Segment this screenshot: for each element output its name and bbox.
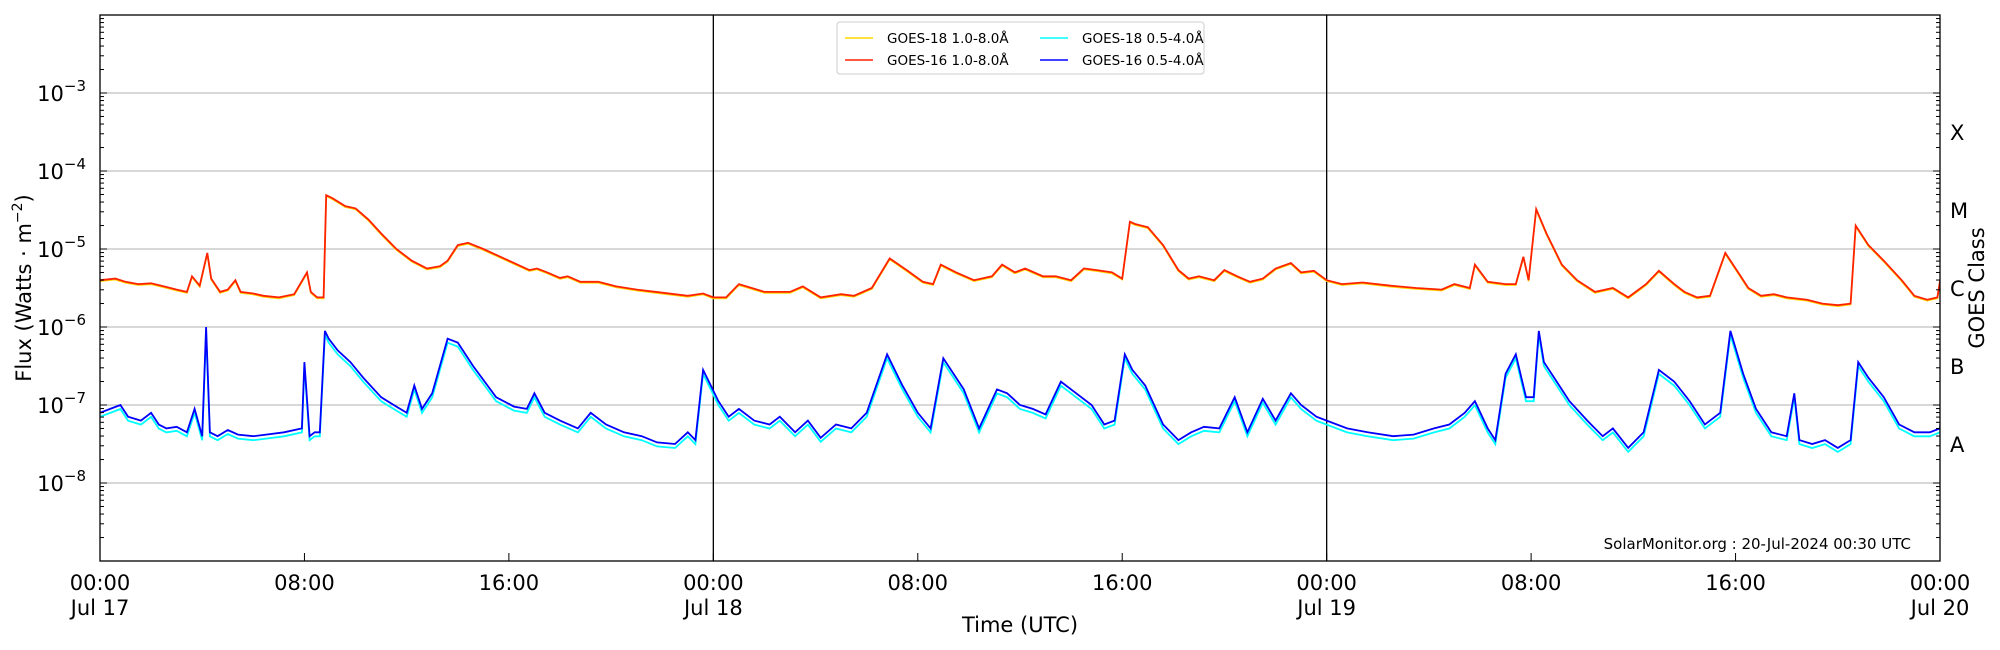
y-tick-label: 10−7 <box>37 389 86 418</box>
x-tick-time: 08:00 <box>1501 571 1562 595</box>
x-tick-time: 00:00 <box>1296 571 1357 595</box>
day-separators <box>712 15 1328 561</box>
goes-class-label: A <box>1950 433 1965 457</box>
x-tick-date: Jul 19 <box>1295 596 1356 620</box>
goes-class-label: B <box>1950 355 1964 379</box>
x-tick-date: Jul 20 <box>1909 596 1970 620</box>
y-axis-title: Flux (Watts · m−2) <box>10 194 36 382</box>
x-tick-date: Jul 18 <box>682 596 743 620</box>
legend-box <box>836 21 1205 75</box>
goes-class-label: X <box>1950 121 1964 145</box>
x-tick-time: 08:00 <box>888 571 949 595</box>
x-tick-time: 00:00 <box>683 571 744 595</box>
y-tick-label: 10−8 <box>37 467 86 496</box>
legend-label: GOES-18 0.5-4.0Å <box>1082 30 1204 47</box>
x-tick-time: 08:00 <box>274 571 335 595</box>
series-goes18-long <box>100 194 1940 308</box>
flux-series <box>100 193 1940 454</box>
gridlines <box>100 92 1940 484</box>
credit-annotation: SolarMonitor.org : 20-Jul-2024 00:30 UTC <box>1604 535 1911 553</box>
x-axis-title: Time (UTC) <box>961 613 1078 637</box>
x-tick-time: 00:00 <box>1910 571 1971 595</box>
y-tick-label: 10−3 <box>37 77 86 106</box>
series-goes18-short <box>100 330 1940 454</box>
x-tick-time: 00:00 <box>70 571 131 595</box>
goes-class-axis: X M C B A <box>1950 121 1968 457</box>
x-tick-time: 16:00 <box>1092 571 1153 595</box>
y-tick-label: 10−5 <box>37 233 86 262</box>
x-tick-time: 16:00 <box>479 571 540 595</box>
goes-class-label: C <box>1950 277 1965 301</box>
goes-class-axis-title: GOES Class <box>1965 227 1989 348</box>
legend-label: GOES-16 0.5-4.0Å <box>1082 52 1204 69</box>
series-goes16-short <box>100 326 1940 450</box>
legend-label: GOES-16 1.0-8.0Å <box>887 52 1009 69</box>
legend-label: GOES-18 1.0-8.0Å <box>887 30 1009 47</box>
y-axis-ticks: 10−3 10−4 10−5 10−6 10−7 10−8 <box>37 14 1940 562</box>
y-tick-label: 10−6 <box>37 311 86 340</box>
x-tick-time: 16:00 <box>1705 571 1766 595</box>
y-tick-label: 10−4 <box>37 155 86 184</box>
legend: GOES-18 1.0-8.0Å GOES-18 0.5-4.0Å GOES-16 … <box>836 21 1205 75</box>
goes-class-label: M <box>1950 199 1968 223</box>
x-tick-date: Jul 17 <box>69 596 130 620</box>
plot-frame <box>99 14 1941 562</box>
series-goes16-long <box>100 193 1940 307</box>
